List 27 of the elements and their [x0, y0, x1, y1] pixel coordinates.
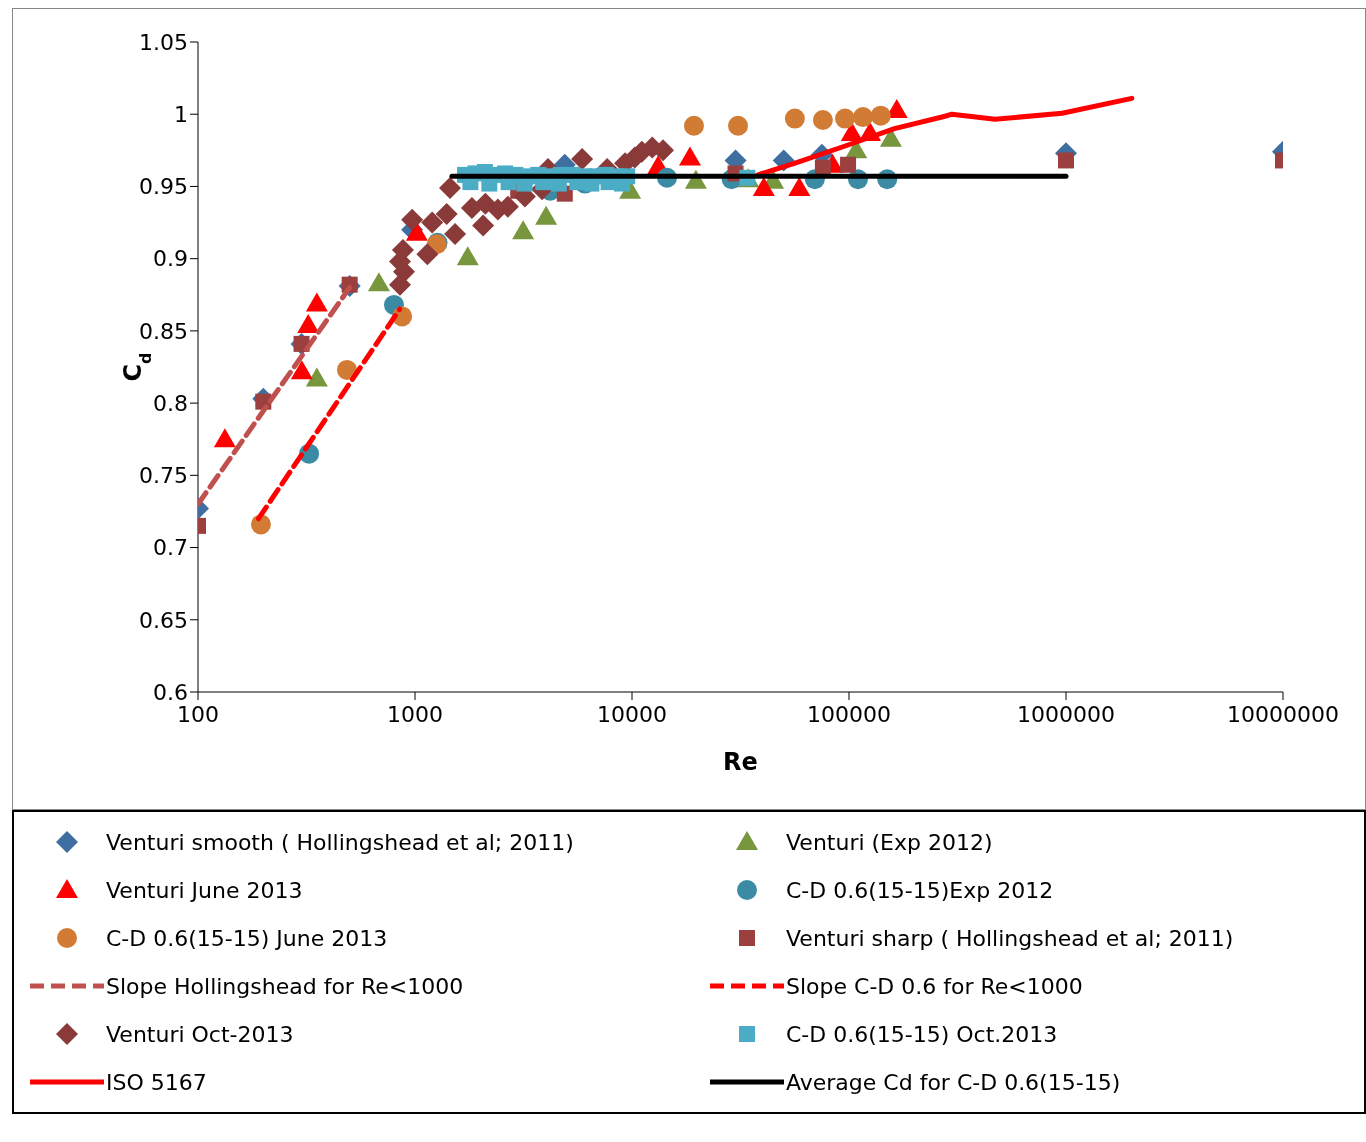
y-tick-label: 0.7 [153, 535, 188, 561]
legend-label: Slope Hollingshead for Re<1000 [106, 973, 464, 999]
x-axis-title: Re [723, 748, 758, 776]
legend-label: Venturi Oct-2013 [106, 1021, 294, 1047]
legend-label: C-D 0.6(15-15)Exp 2012 [786, 877, 1054, 903]
y-tick-label: 0.75 [139, 463, 188, 489]
legend-label: C-D 0.6(15-15) Oct.2013 [786, 1021, 1058, 1047]
x-tick-label: 1000000 [1017, 701, 1115, 727]
x-tick-label: 10000 [597, 701, 667, 727]
y-tick-label: 1.05 [139, 29, 188, 55]
x-tick-label: 10000000 [1227, 701, 1339, 727]
y-tick-label: 0.8 [153, 390, 188, 416]
legend-label: Venturi (Exp 2012) [786, 829, 993, 855]
legend-label: C-D 0.6(15-15) June 2013 [106, 925, 388, 951]
y-tick-label: 0.85 [139, 318, 188, 344]
y-tick-label: 1 [174, 102, 188, 128]
y-tick-label: 0.9 [153, 246, 188, 272]
legend-label: Slope C-D 0.6 for Re<1000 [786, 973, 1083, 999]
legend-label: ISO 5167 [106, 1069, 207, 1095]
x-tick-label: 100000 [807, 701, 891, 727]
y-tick-label: 0.65 [139, 607, 188, 633]
y-tick-label: 0.95 [139, 174, 188, 200]
legend-label: Average Cd for C-D 0.6(15-15) [786, 1069, 1121, 1095]
legend-label: Venturi June 2013 [106, 877, 303, 903]
legend-label: Venturi smooth ( Hollingshead et al; 2011) [106, 829, 574, 855]
x-tick-label: 1000 [387, 701, 443, 727]
legend-label: Venturi sharp ( Hollingshead et al; 2011) [786, 925, 1234, 951]
